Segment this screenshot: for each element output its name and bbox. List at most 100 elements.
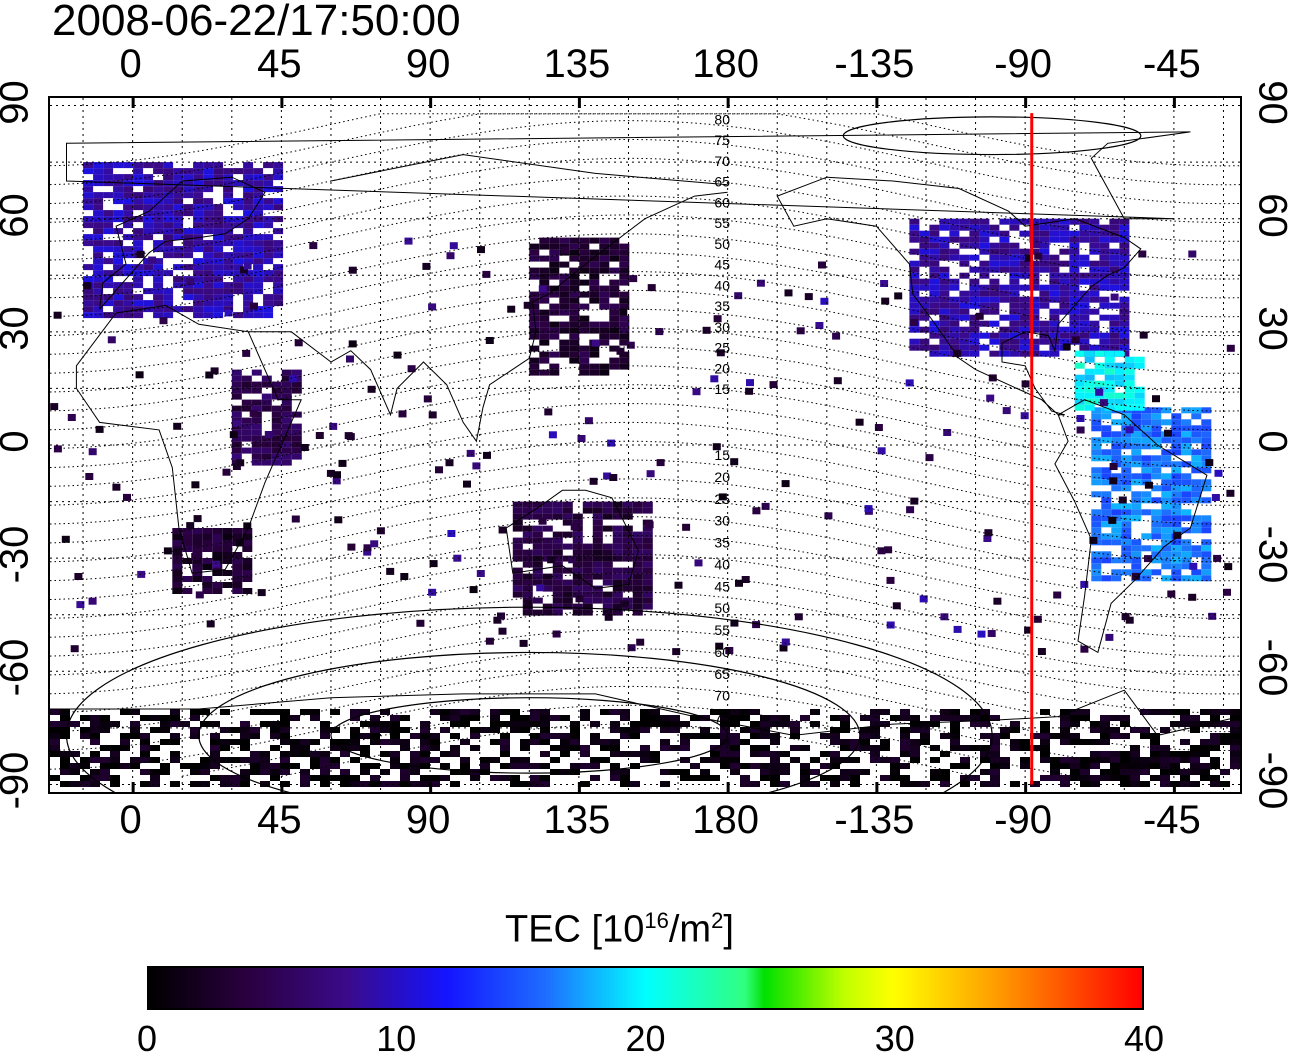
- tec-cell: [609, 322, 619, 328]
- tec-cell: [1201, 527, 1211, 533]
- tec-cell: [272, 406, 282, 412]
- tec-cell: [470, 586, 478, 593]
- tec-cell: [569, 244, 579, 250]
- tec-cell: [1180, 751, 1190, 757]
- tec-cell: [523, 580, 533, 586]
- tec-cell: [559, 352, 569, 358]
- tec-cell: [840, 715, 850, 721]
- tec-cell: [1009, 249, 1019, 255]
- tec-cell: [1111, 527, 1121, 533]
- tec-cell: [1150, 757, 1160, 763]
- tec-cell: [1079, 315, 1089, 321]
- tec-cell: [818, 262, 826, 269]
- tec-cell: [282, 382, 292, 388]
- tec-cell: [410, 769, 420, 775]
- tec-cell: [265, 431, 273, 438]
- tec-cell: [550, 733, 560, 739]
- tec-cell: [1121, 521, 1131, 527]
- tec-cell: [1115, 351, 1125, 357]
- tec-cell: [310, 739, 320, 745]
- tec-cell: [183, 246, 193, 252]
- tec-cell: [734, 292, 742, 299]
- tec-cell: [1230, 751, 1240, 757]
- tec-cell: [172, 570, 182, 576]
- tec-cell: [242, 350, 250, 357]
- tec-cell: [619, 358, 629, 364]
- tec-cell: [730, 745, 740, 751]
- tec-cell: [700, 769, 710, 775]
- tec-cell: [900, 733, 910, 739]
- tec-cell: [153, 300, 163, 306]
- tec-cell: [242, 418, 252, 424]
- tec-cell: [103, 210, 113, 216]
- tec-cell: [203, 246, 213, 252]
- tec-cell: [250, 769, 260, 775]
- tec-cell: [780, 715, 790, 721]
- tec-cell: [143, 228, 153, 234]
- tec-cell: [909, 219, 919, 225]
- tec-cell: [609, 364, 619, 370]
- tec-cell: [290, 763, 300, 769]
- tec-cell: [213, 282, 223, 288]
- tec-cell: [243, 288, 253, 294]
- tec-cell: [242, 564, 252, 570]
- tec-cell: [539, 328, 549, 334]
- tec-cell: [949, 345, 959, 351]
- tec-cell: [1191, 431, 1201, 437]
- tec-cell: [539, 316, 549, 322]
- tec-cell: [1171, 497, 1181, 503]
- tec-cell: [929, 261, 939, 267]
- colorbar-tick-label: 20: [596, 1018, 696, 1060]
- tec-cell: [90, 721, 100, 727]
- tec-cell: [1100, 775, 1110, 781]
- tec-cell: [599, 304, 609, 310]
- tec-cell: [1181, 407, 1191, 413]
- tec-cell: [969, 225, 979, 231]
- tec-cell: [340, 769, 350, 775]
- tec-cell: [633, 502, 643, 508]
- tec-cell: [1101, 509, 1111, 515]
- frame-tick: [132, 782, 135, 792]
- tec-cell: [561, 247, 569, 254]
- tec-cell: [310, 775, 320, 781]
- tec-cell: [113, 252, 123, 258]
- tec-cell: [80, 733, 90, 739]
- tec-cell: [949, 279, 959, 285]
- tec-cell: [1039, 267, 1049, 273]
- tec-cell: [1191, 545, 1201, 551]
- tec-cell: [220, 757, 230, 763]
- tec-cell: [1091, 449, 1101, 455]
- tec-cell: [390, 733, 400, 739]
- tec-cell: [1101, 425, 1111, 431]
- tec-cell: [989, 249, 999, 255]
- tec-cell: [90, 733, 100, 739]
- tec-cell: [170, 721, 180, 727]
- tec-cell: [1120, 751, 1130, 757]
- tec-cell: [630, 751, 640, 757]
- tec-cell: [1099, 255, 1109, 261]
- tec-cell: [390, 739, 400, 745]
- tec-cell: [800, 763, 810, 769]
- tec-cell: [83, 192, 93, 198]
- tec-cell: [959, 261, 969, 267]
- tec-cell: [959, 333, 969, 339]
- tec-cell: [270, 745, 280, 751]
- tec-cell: [589, 292, 599, 298]
- tec-cell: [909, 345, 919, 351]
- tec-cell: [1040, 733, 1050, 739]
- tec-cell: [1101, 539, 1111, 545]
- tec-cell: [460, 763, 470, 769]
- tec-cell: [520, 739, 530, 745]
- x-tick-bottom-label: 90: [358, 798, 498, 843]
- frame-tick: [727, 782, 730, 792]
- tec-cell: [1201, 569, 1211, 575]
- tec-cell: [1079, 345, 1089, 351]
- tec-cell: [949, 237, 959, 243]
- tec-cell: [1121, 437, 1131, 443]
- tec-cell: [929, 291, 939, 297]
- tec-cell: [282, 400, 292, 406]
- tec-cell: [1201, 419, 1211, 425]
- contour-label: 60: [714, 194, 730, 210]
- tec-cell: [1099, 249, 1109, 255]
